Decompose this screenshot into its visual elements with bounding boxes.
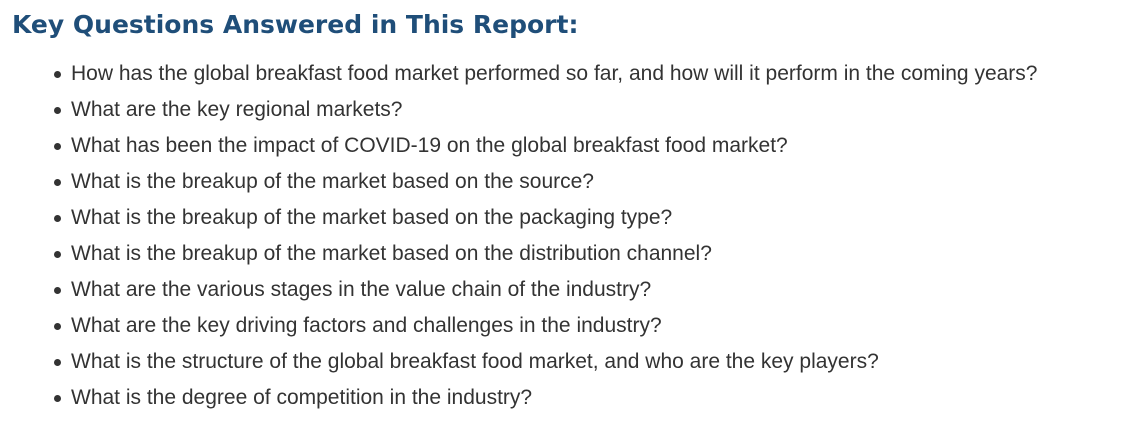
question-text: What has been the impact of COVID-19 on … xyxy=(71,134,788,157)
question-text: What are the key driving factors and cha… xyxy=(71,314,662,337)
bullet-icon xyxy=(54,215,61,222)
list-item: What is the degree of competition in the… xyxy=(12,380,1037,416)
bullet-icon xyxy=(54,359,61,366)
key-questions-section: Key Questions Answered in This Report: H… xyxy=(12,0,1132,409)
question-list: How has the global breakfast food market… xyxy=(12,56,1037,416)
question-text: What are the key regional markets? xyxy=(71,98,403,121)
question-text: How has the global breakfast food market… xyxy=(71,62,1038,85)
question-text: What is the degree of competition in the… xyxy=(71,386,533,409)
section-title: Key Questions Answered in This Report: xyxy=(12,10,579,39)
bullet-icon xyxy=(54,71,61,78)
bullet-icon xyxy=(54,179,61,186)
bullet-icon xyxy=(54,287,61,294)
bullet-icon xyxy=(54,251,61,258)
question-text: What is the breakup of the market based … xyxy=(71,170,594,193)
bullet-icon xyxy=(54,323,61,330)
list-item: What are the various stages in the value… xyxy=(12,272,1037,308)
list-item: How has the global breakfast food market… xyxy=(12,56,1037,92)
question-text: What is the breakup of the market based … xyxy=(71,242,712,265)
list-item: What are the key regional markets? xyxy=(12,92,1037,128)
list-item: What is the breakup of the market based … xyxy=(12,200,1037,236)
list-item: What is the breakup of the market based … xyxy=(12,164,1037,200)
list-item: What is the breakup of the market based … xyxy=(12,236,1037,272)
question-text: What is the breakup of the market based … xyxy=(71,206,673,229)
list-item: What has been the impact of COVID-19 on … xyxy=(12,128,1037,164)
list-item: What are the key driving factors and cha… xyxy=(12,308,1037,344)
bullet-icon xyxy=(54,143,61,150)
question-text: What is the structure of the global brea… xyxy=(71,350,879,373)
question-text: What are the various stages in the value… xyxy=(71,278,652,301)
bullet-icon xyxy=(54,107,61,114)
bullet-icon xyxy=(54,395,61,402)
list-item: What is the structure of the global brea… xyxy=(12,344,1037,380)
